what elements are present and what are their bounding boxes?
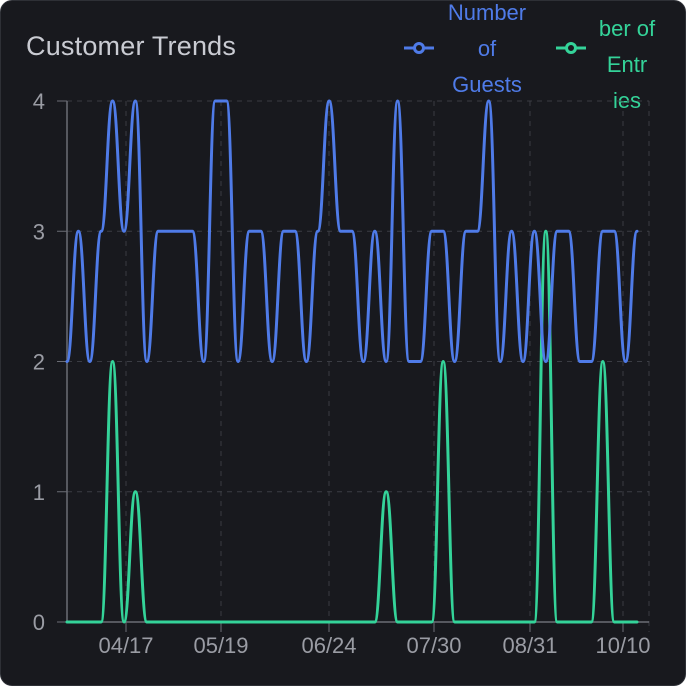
- chart-title: Customer Trends: [26, 31, 237, 61]
- y-tick-label: 1: [33, 480, 45, 505]
- legend-label: Number of Guests: [437, 0, 537, 103]
- y-tick-label: 4: [33, 89, 45, 114]
- x-tick-label: 07/30: [406, 633, 461, 658]
- x-tick-label: 08/31: [502, 633, 557, 658]
- x-tick-label: 04/17: [98, 633, 153, 658]
- y-tick-label: 0: [33, 610, 45, 635]
- legend-item-guests[interactable]: Number of Guests: [399, 1, 539, 101]
- legend-swatch-icon: [404, 42, 434, 54]
- legend-label-line: ber of: [598, 16, 656, 41]
- legend-label-line: Guests: [452, 72, 522, 97]
- y-tick-label: 3: [33, 219, 45, 244]
- legend-label-line: Number: [447, 0, 527, 25]
- legend-swatch-icon: [556, 42, 586, 54]
- x-tick-label: 05/19: [193, 633, 248, 658]
- legend-label-line: Entr: [606, 52, 648, 77]
- series-line-0: [65, 99, 639, 363]
- x-tick-label: 06/24: [301, 633, 356, 658]
- x-tick-label: 10/10: [595, 633, 650, 658]
- series-line-1: [65, 229, 639, 624]
- legend-label-line: of: [477, 36, 497, 61]
- y-tick-label: 2: [33, 350, 45, 375]
